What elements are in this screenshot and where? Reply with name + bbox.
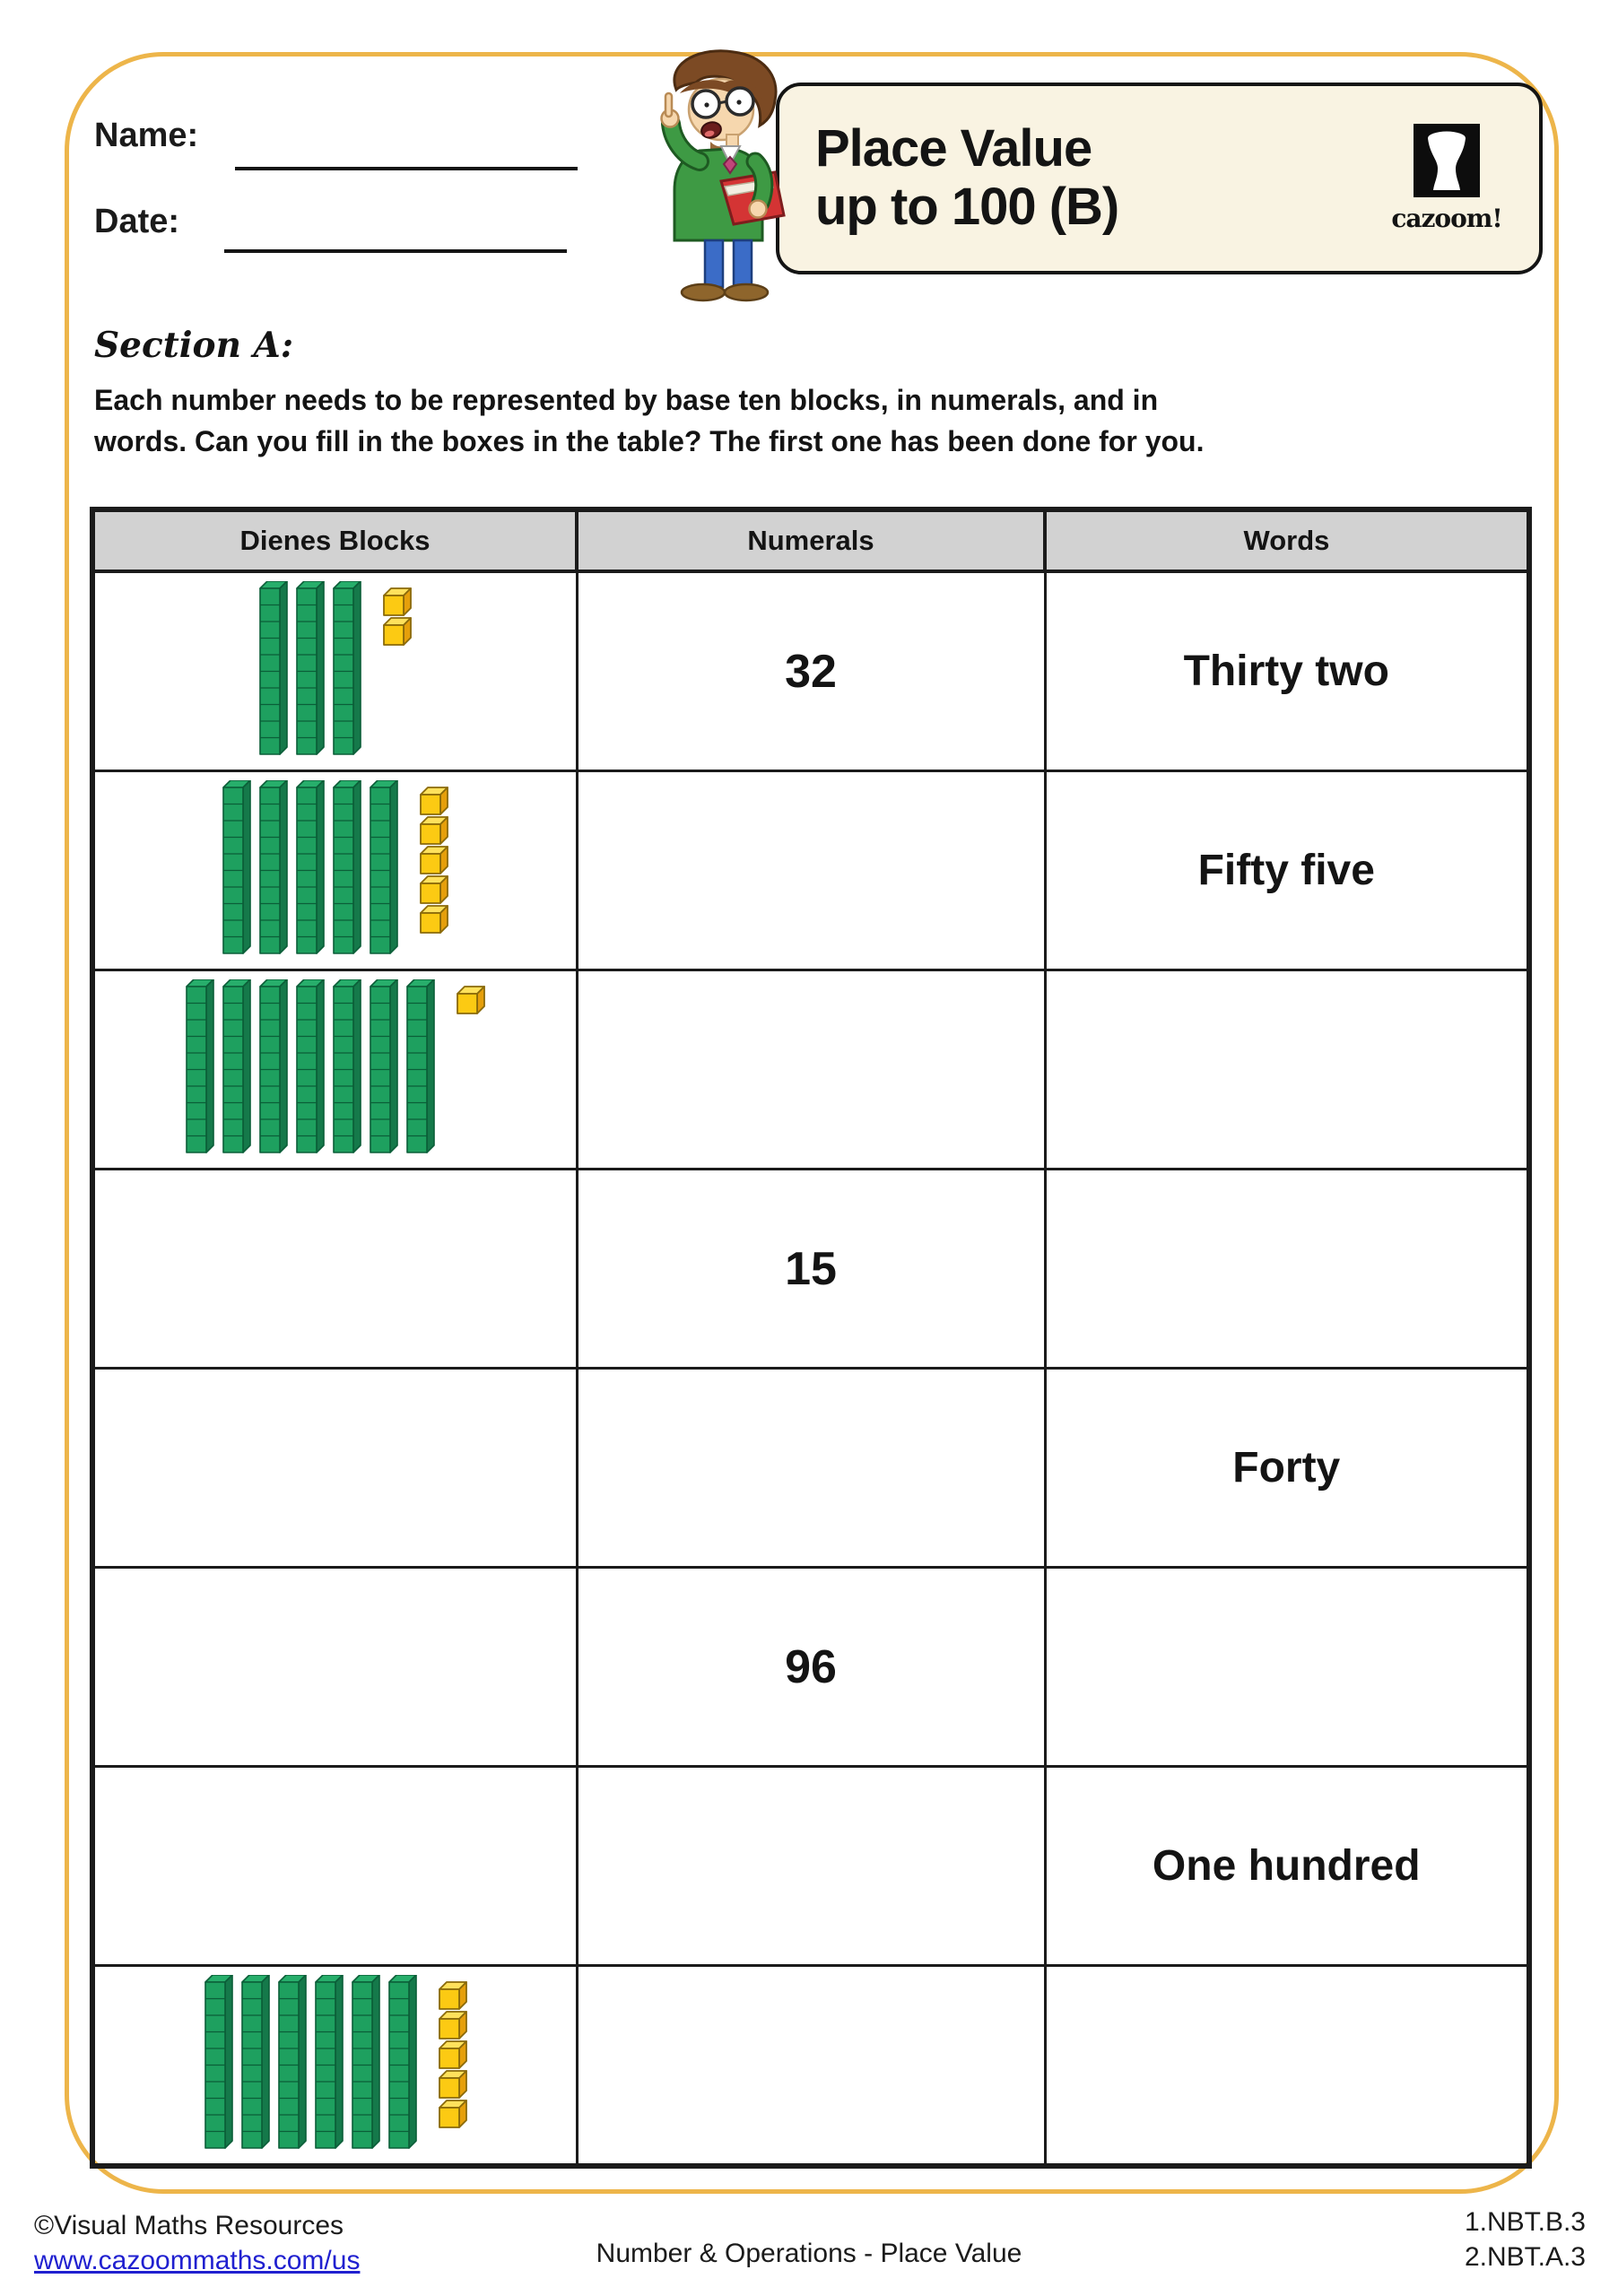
table-row: Forty xyxy=(91,1367,1531,1569)
name-label: Name: xyxy=(94,117,199,154)
teacher-right-sleeve xyxy=(748,154,771,210)
footer-standards: 1.NBT.B.3 2.NBT.A.3 xyxy=(1465,2205,1586,2274)
table-row: 32 Thirty two xyxy=(91,570,1531,772)
name-write-line xyxy=(235,167,578,170)
teacher-fringe xyxy=(680,80,762,99)
dienes-cell xyxy=(91,770,578,971)
cazoom-drum-icon xyxy=(1414,124,1480,197)
teacher-tongue xyxy=(704,130,715,137)
title-line-1: Place Value xyxy=(815,119,1092,178)
words-cell xyxy=(1043,1566,1531,1768)
teacher-pointing-finger xyxy=(664,91,674,118)
instructions-line-1: Each number needs to be represented by b… xyxy=(94,384,1159,416)
date-label: Date: xyxy=(94,203,180,240)
numerals-cell xyxy=(575,1964,1047,2168)
header-dienes-blocks: Dienes Blocks xyxy=(91,508,578,573)
place-value-table: Dienes Blocks Numerals Words 32 Thirty tw… xyxy=(90,507,1532,2169)
words-cell xyxy=(1043,969,1531,1170)
dienes-cell xyxy=(91,1765,578,1967)
logo-caption: cazoom! xyxy=(1391,204,1502,233)
standard-code-1: 1.NBT.B.3 xyxy=(1464,2207,1586,2237)
table-row xyxy=(91,969,1531,1170)
numerals-cell xyxy=(575,770,1047,971)
header-numerals: Numerals xyxy=(575,508,1047,573)
words-cell xyxy=(1043,1964,1531,2168)
teacher-leg xyxy=(703,239,725,289)
table-row: 15 xyxy=(91,1168,1531,1370)
dienes-cell xyxy=(91,1367,578,1569)
numerals-cell xyxy=(575,1765,1047,1967)
copyright-text: ©Visual Maths Resources xyxy=(34,2211,344,2240)
numerals-cell: 96 xyxy=(575,1566,1047,1768)
words-cell: One hundred xyxy=(1043,1765,1531,1967)
words-cell: Thirty two xyxy=(1043,570,1531,772)
dienes-cell xyxy=(91,1168,578,1370)
section-heading: Section A: xyxy=(94,325,294,366)
table-row xyxy=(91,1964,1531,2168)
teacher-shoe xyxy=(680,283,726,302)
table-row: 96 xyxy=(91,1566,1531,1768)
dienes-cell xyxy=(91,1964,578,2168)
dienes-cell xyxy=(91,969,578,1170)
table-row: One hundred xyxy=(91,1765,1531,1967)
website-link[interactable]: www.cazoommaths.com/us xyxy=(34,2246,361,2275)
table-row: Fifty five xyxy=(91,770,1531,971)
teacher-hand xyxy=(748,199,768,219)
instructions-line-2: words. Can you fill in the boxes in the … xyxy=(94,424,1205,457)
words-cell xyxy=(1043,1168,1531,1370)
numerals-cell xyxy=(575,969,1047,1170)
footer-left: ©Visual Maths Resources www.cazoommaths.… xyxy=(34,2208,360,2278)
instructions: Each number needs to be represented by b… xyxy=(94,380,1493,463)
words-cell: Fifty five xyxy=(1043,770,1531,971)
dienes-blocks-graphic xyxy=(185,978,485,1153)
teacher-tie xyxy=(722,155,738,175)
cazoom-logo: cazoom! xyxy=(1379,124,1514,233)
dienes-blocks-graphic xyxy=(204,1974,467,2149)
dienes-blocks-graphic xyxy=(258,580,412,755)
teacher-eye xyxy=(736,100,742,105)
table-header-row: Dienes Blocks Numerals Words xyxy=(91,508,1531,573)
standard-code-2: 2.NBT.A.3 xyxy=(1464,2242,1586,2272)
teacher-illustration xyxy=(660,49,786,302)
numerals-cell: 32 xyxy=(575,570,1047,772)
header-words: Words xyxy=(1043,508,1531,573)
worksheet-title: Place Value up to 100 (B) xyxy=(815,119,1119,237)
dienes-cell xyxy=(91,1566,578,1768)
footer-topic: Number & Operations - Place Value xyxy=(596,2239,1022,2268)
teacher-shoe xyxy=(723,283,770,302)
dienes-blocks-graphic xyxy=(222,779,448,954)
words-cell: Forty xyxy=(1043,1367,1531,1569)
title-box: Place Value up to 100 (B) cazoom! xyxy=(776,83,1543,274)
numerals-cell: 15 xyxy=(575,1168,1047,1370)
date-write-line xyxy=(224,249,567,253)
title-line-2: up to 100 (B) xyxy=(815,178,1119,236)
teacher-leg xyxy=(732,239,753,289)
teacher-collar xyxy=(719,145,742,167)
teacher-hair xyxy=(673,49,778,128)
glasses-bridge xyxy=(718,100,728,105)
teacher-eye xyxy=(704,102,709,108)
dienes-cell xyxy=(91,570,578,772)
numerals-cell xyxy=(575,1367,1047,1569)
